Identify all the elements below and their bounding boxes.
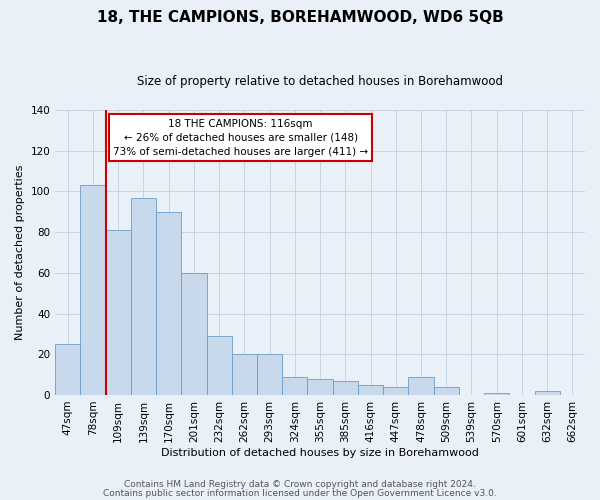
Text: Contains HM Land Registry data © Crown copyright and database right 2024.: Contains HM Land Registry data © Crown c… <box>124 480 476 489</box>
Bar <box>383 387 409 395</box>
Title: Size of property relative to detached houses in Borehamwood: Size of property relative to detached ho… <box>137 75 503 88</box>
Bar <box>131 198 156 395</box>
Bar <box>181 273 206 395</box>
Bar <box>307 378 332 395</box>
X-axis label: Distribution of detached houses by size in Borehamwood: Distribution of detached houses by size … <box>161 448 479 458</box>
Bar <box>232 354 257 395</box>
Bar <box>206 336 232 395</box>
Bar <box>409 376 434 395</box>
Y-axis label: Number of detached properties: Number of detached properties <box>15 165 25 340</box>
Bar <box>484 393 509 395</box>
Bar <box>332 380 358 395</box>
Bar <box>434 387 459 395</box>
Bar <box>282 376 307 395</box>
Text: 18 THE CAMPIONS: 116sqm
← 26% of detached houses are smaller (148)
73% of semi-d: 18 THE CAMPIONS: 116sqm ← 26% of detache… <box>113 118 368 156</box>
Bar <box>358 385 383 395</box>
Text: 18, THE CAMPIONS, BOREHAMWOOD, WD6 5QB: 18, THE CAMPIONS, BOREHAMWOOD, WD6 5QB <box>97 10 503 25</box>
Bar <box>106 230 131 395</box>
Bar <box>80 186 106 395</box>
Bar <box>156 212 181 395</box>
Bar <box>257 354 282 395</box>
Text: Contains public sector information licensed under the Open Government Licence v3: Contains public sector information licen… <box>103 488 497 498</box>
Bar <box>55 344 80 395</box>
Bar <box>535 391 560 395</box>
